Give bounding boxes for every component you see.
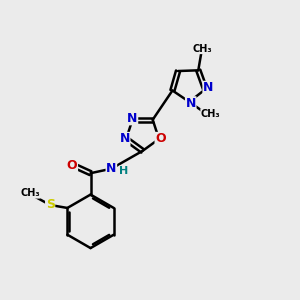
Text: CH₃: CH₃: [192, 44, 212, 54]
Text: CH₃: CH₃: [201, 109, 220, 119]
Text: O: O: [67, 159, 77, 172]
Text: H: H: [119, 166, 128, 176]
Text: O: O: [155, 133, 166, 146]
Text: N: N: [203, 81, 213, 94]
Text: CH₃: CH₃: [20, 188, 40, 198]
Text: N: N: [127, 112, 138, 125]
Text: N: N: [106, 162, 116, 175]
Text: N: N: [185, 97, 196, 110]
Text: N: N: [119, 133, 130, 146]
Text: S: S: [46, 199, 55, 212]
